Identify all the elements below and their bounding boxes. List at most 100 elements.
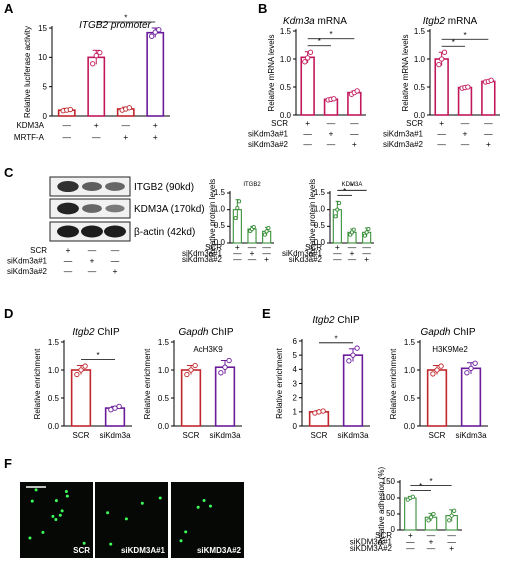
condition-sign: —: [484, 118, 493, 128]
y-tick-label: 150: [382, 477, 396, 486]
significance-star: *: [463, 31, 466, 40]
x-tick-label: siKdm3a: [99, 431, 131, 440]
y-axis-label: Relative enrichment: [143, 348, 152, 419]
condition-sign: +: [463, 129, 468, 139]
y-tick-label: 6: [293, 337, 298, 346]
chart-D2: 0.0 0.5 1.0 1.5 Relative enrichment SCR siKdm3…: [143, 338, 242, 440]
condition-sign: —: [64, 266, 73, 276]
condition-sign: +: [264, 254, 269, 264]
data-point: [441, 49, 448, 55]
y-tick-label: 1.0: [280, 55, 292, 64]
condition-label: SCR: [406, 119, 423, 128]
adherent-cell: [54, 499, 58, 503]
bar: [426, 369, 448, 427]
condition-sign: +: [352, 139, 357, 149]
condition-sign: —: [427, 543, 436, 553]
condition-label: siKdm3a#1: [248, 130, 289, 139]
data-point: [67, 106, 73, 113]
panel-label-F: F: [4, 456, 12, 471]
y-tick-label: 0.0: [214, 238, 226, 247]
blot-band-label: KDM3A (170kd): [134, 204, 205, 215]
y-tick-label: 0.0: [280, 111, 292, 120]
data-point: [434, 367, 440, 373]
condition-sign: +: [449, 543, 454, 553]
data-point: [184, 371, 190, 378]
data-point: [116, 403, 122, 410]
panel-label-C: C: [4, 165, 14, 180]
y-tick-label: 1.0: [314, 204, 326, 213]
adherent-cell: [65, 494, 69, 498]
bar: [404, 497, 417, 531]
condition-sign: —: [92, 132, 101, 142]
condition-sign: —: [437, 129, 446, 139]
blot-band: [57, 225, 79, 238]
data-point: [305, 55, 311, 61]
significance-star: *: [318, 37, 321, 46]
micrograph-label: SCR: [73, 546, 90, 555]
condition-sign: —: [461, 139, 470, 149]
data-point: [354, 88, 360, 94]
blot-band-label: ITGB2 (90kd): [134, 182, 194, 193]
condition-sign: —: [350, 129, 359, 139]
blot-band: [57, 180, 79, 193]
adherent-cell: [208, 504, 212, 508]
chip-annotation: AcH3K9: [193, 345, 223, 354]
x-tick-label: siKdm3a: [455, 431, 487, 440]
condition-sign: +: [153, 120, 158, 130]
micrograph-tile: [171, 482, 244, 558]
adherent-cell: [54, 518, 58, 522]
y-tick-label: 1.5: [214, 188, 226, 197]
panel-label-A: A: [4, 1, 14, 16]
bar: [481, 80, 496, 116]
adherent-cell: [41, 530, 45, 534]
adherent-cell: [106, 511, 110, 515]
condition-sign: +: [123, 132, 128, 142]
condition-label: SCR: [205, 243, 222, 252]
y-axis-label: Relative enrichment: [389, 348, 398, 419]
x-tick-label: SCR: [73, 431, 90, 440]
y-axis-label: Relative mRNA levels: [401, 35, 410, 112]
y-tick-label: 1.5: [158, 338, 170, 347]
data-point: [428, 515, 434, 520]
data-point: [97, 49, 103, 56]
condition-sign: —: [88, 266, 97, 276]
y-axis-label: Relative protein levels: [308, 179, 317, 257]
chart-title: ITGB2 promoter: [79, 20, 151, 31]
x-tick-label: SCR: [429, 431, 446, 440]
y-axis-label: Relative mRNA levels: [267, 35, 276, 112]
data-point: [349, 230, 355, 235]
data-point: [149, 33, 155, 39]
data-point: [188, 367, 194, 373]
y-tick-label: 0.5: [214, 221, 226, 230]
significance-star: *: [452, 38, 455, 47]
condition-sign: —: [447, 530, 456, 540]
condition-label: siKdm3a#2: [7, 267, 48, 276]
condition-sign: —: [262, 242, 271, 252]
condition-sign: +: [486, 139, 491, 149]
condition-sign: —: [248, 254, 257, 264]
y-axis-label: Relative enrichment: [275, 347, 284, 418]
y-tick-label: 1.5: [414, 27, 426, 36]
data-point: [90, 61, 96, 67]
data-point: [192, 362, 198, 369]
condition-sign: —: [88, 245, 97, 255]
y-tick-label: 0.5: [280, 83, 292, 92]
data-point: [316, 409, 322, 415]
chart-A: 0 5 10 15 Relative luciferase activity * KDM3A…: [14, 14, 170, 142]
micrographs: SCR siKDM3A#1 siKMD3A#2: [20, 482, 244, 558]
adherent-cell: [64, 489, 68, 493]
y-tick-label: 0: [293, 422, 298, 431]
x-tick-label: SCR: [183, 431, 200, 440]
y-tick-label: 2: [293, 393, 298, 402]
condition-label: siKd3a#2: [289, 255, 323, 264]
data-point: [447, 518, 452, 523]
adherent-cell: [30, 499, 34, 503]
significance-star: *: [334, 334, 337, 343]
y-tick-label: 0: [43, 112, 48, 121]
data-point: [337, 200, 342, 206]
adherent-cell: [158, 496, 162, 500]
condition-sign: —: [248, 242, 257, 252]
condition-label: siKDM3A#2: [350, 544, 393, 553]
